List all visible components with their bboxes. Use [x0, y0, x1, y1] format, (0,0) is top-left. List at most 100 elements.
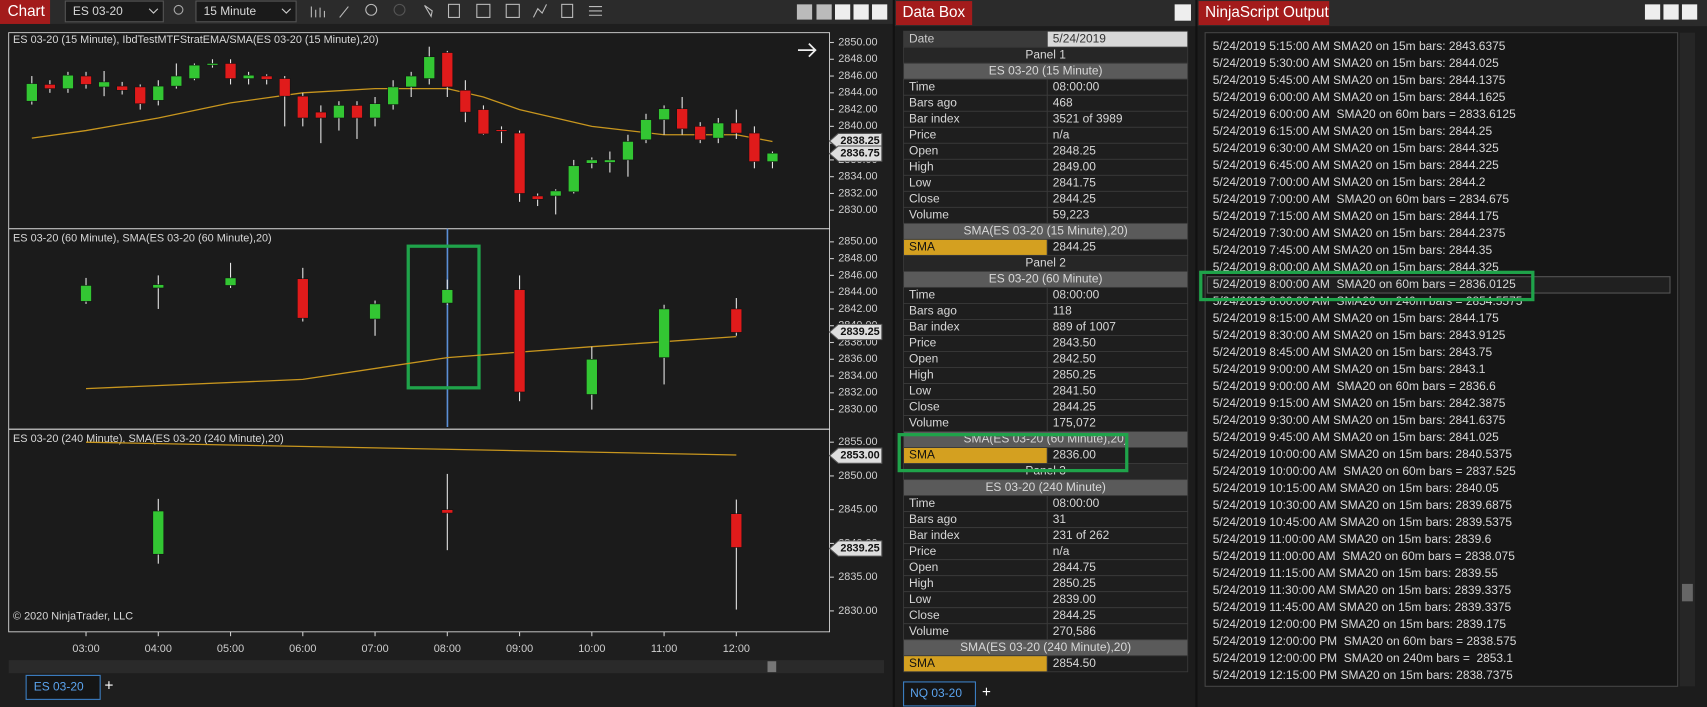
output-scrollbar[interactable] — [1679, 32, 1696, 687]
x-tick-label: 06:00 — [289, 643, 316, 655]
candle-body — [224, 63, 237, 79]
output-line: 5/24/2019 5:30:00 AM SMA20 on 15m bars: … — [1213, 56, 1499, 70]
row-value: 08:00:00 — [1053, 496, 1100, 510]
candle-body — [26, 83, 38, 102]
arrow-icon[interactable] — [797, 42, 817, 58]
candle-body — [80, 285, 92, 302]
y-tick-label: 2830.00 — [838, 403, 877, 415]
search-icon[interactable] — [173, 4, 184, 15]
candle-body — [369, 103, 381, 119]
candle-body — [676, 108, 688, 130]
x-tick-label: 05:00 — [217, 643, 244, 655]
instrument-select[interactable] — [64, 0, 164, 23]
output-line: 5/24/2019 10:15:00 AM SMA20 on 15m bars:… — [1213, 481, 1499, 495]
scroll-thumb[interactable] — [1681, 583, 1693, 602]
output-line: 5/24/2019 8:30:00 AM SMA20 on 15m bars: … — [1213, 328, 1506, 342]
output-title-tab — [1198, 1, 1330, 26]
add-tab[interactable]: + — [105, 677, 114, 694]
interval-select[interactable] — [195, 0, 297, 23]
row-label: High — [909, 368, 934, 382]
row-label: Close — [909, 608, 940, 622]
row-label: Bars ago — [909, 304, 957, 318]
price-marker-label: 2853.00 — [840, 450, 879, 462]
indicator-label: SMA — [909, 240, 935, 254]
output-line: 5/24/2019 6:00:00 AM SMA20 on 15m bars: … — [1213, 90, 1506, 104]
scroll-thumb[interactable] — [767, 661, 777, 673]
chart-tab-label: ES 03-20 — [34, 680, 84, 694]
price-marker — [828, 540, 883, 557]
row-value: 59,223 — [1053, 208, 1090, 222]
dropdown-arrow — [281, 8, 292, 14]
row-value: 3521 of 3989 — [1053, 111, 1123, 125]
row-label: Bars ago — [909, 512, 957, 526]
candle-body — [369, 303, 381, 320]
candle-body — [730, 513, 743, 548]
x-tick-label: 09:00 — [506, 643, 533, 655]
candle-body — [44, 84, 56, 89]
x-tick-label: 10:00 — [578, 643, 605, 655]
output-lines: 5/24/2019 5:15:00 AM SMA20 on 15m bars: … — [1213, 39, 1523, 682]
x-tick-label: 07:00 — [361, 643, 388, 655]
row-label: High — [909, 159, 934, 173]
y-tick-label: 2848.00 — [838, 53, 877, 65]
candle-body — [62, 74, 74, 89]
row-label: Bar index — [909, 111, 960, 125]
output-line: 5/24/2019 9:00:00 AM SMA20 on 15m bars: … — [1213, 362, 1486, 376]
row-label: Price — [909, 544, 937, 558]
data-box-tab[interactable] — [903, 681, 976, 707]
output-line: 5/24/2019 10:00:00 AM SMA20 on 60m bars … — [1213, 464, 1516, 478]
indicator-label: SMA — [909, 448, 935, 462]
instrument-text: ES 03-20 — [73, 4, 123, 18]
output-line: 5/24/2019 8:00:00 AM SMA20 on 15m bars: … — [1213, 260, 1499, 274]
row-label: Close — [909, 192, 940, 206]
output-line: 5/24/2019 8:45:00 AM SMA20 on 15m bars: … — [1213, 345, 1493, 359]
window-buttons[interactable] — [796, 4, 888, 20]
copyright: © 2020 NinjaTrader, LLC — [13, 610, 133, 622]
x-tick-label: 12:00 — [723, 643, 750, 655]
y-tick-label: 2844.00 — [838, 87, 877, 99]
candle-body — [694, 126, 706, 141]
add-tab[interactable]: + — [982, 684, 991, 701]
output-line: 5/24/2019 6:45:00 AM SMA20 on 15m bars: … — [1213, 158, 1499, 172]
price-marker — [828, 323, 883, 341]
row-value: 08:00:00 — [1053, 79, 1100, 93]
price-marker — [828, 145, 883, 162]
row-label: Low — [909, 175, 931, 189]
output-line: 5/24/2019 7:15:00 AM SMA20 on 15m bars: … — [1213, 209, 1499, 223]
output-line: 5/24/2019 6:15:00 AM SMA20 on 15m bars: … — [1213, 124, 1493, 138]
output-line: 5/24/2019 7:00:00 AM SMA20 on 60m bars =… — [1213, 192, 1510, 206]
candle-body — [152, 85, 164, 101]
candle-body — [134, 86, 146, 104]
chart-tab[interactable] — [25, 674, 101, 700]
highlight-box — [1199, 270, 1535, 302]
window-buttons[interactable] — [1644, 4, 1698, 20]
chart-title-tab — [0, 0, 51, 24]
x-tick-label: 03:00 — [72, 643, 99, 655]
toolbar-icons[interactable] — [310, 3, 603, 18]
plot-area — [8, 32, 830, 633]
row-label: Volume — [909, 208, 949, 222]
output-line: 5/24/2019 9:15:00 AM SMA20 on 15m bars: … — [1213, 396, 1506, 410]
data-box-title: Data Box — [902, 4, 965, 21]
highlight-box — [897, 433, 1129, 473]
output-line: 5/24/2019 12:00:00 PM SMA20 on 240m bars… — [1213, 651, 1514, 665]
row-value: 2844.25 — [1053, 192, 1097, 206]
row-value: 889 of 1007 — [1053, 320, 1117, 334]
candle-body — [315, 111, 327, 119]
row-label: Time — [909, 496, 935, 510]
candle-body — [387, 86, 399, 105]
row-label: Open — [909, 352, 938, 366]
close-button[interactable] — [1174, 4, 1191, 21]
scrollbar[interactable] — [8, 660, 884, 674]
candle-body — [730, 308, 743, 333]
output-line: 5/24/2019 5:45:00 AM SMA20 on 15m bars: … — [1213, 73, 1506, 87]
price-marker-label: 2836.75 — [840, 147, 879, 159]
output-line: 5/24/2019 8:15:00 AM SMA20 on 15m bars: … — [1213, 311, 1499, 325]
row-label: Volume — [909, 416, 949, 430]
price-marker — [828, 447, 883, 464]
candle-body — [513, 289, 526, 393]
candle-body — [730, 122, 743, 134]
candle-body — [531, 195, 544, 200]
row-value: 2841.75 — [1053, 175, 1097, 189]
